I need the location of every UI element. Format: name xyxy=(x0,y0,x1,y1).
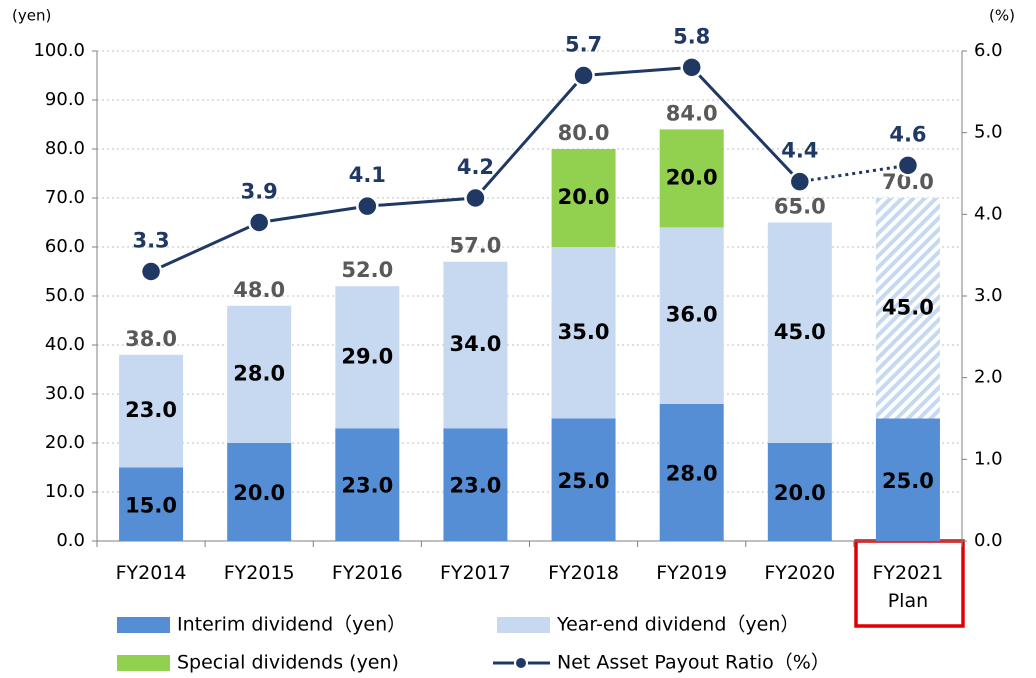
bar-segment xyxy=(443,428,508,541)
bar-segment xyxy=(119,354,184,468)
total-label: 80.0 xyxy=(558,121,610,145)
bar-segment xyxy=(875,198,940,419)
ratio-marker xyxy=(788,170,812,193)
y2-tick-label: 4.0 xyxy=(974,203,1003,224)
value-label: 36.0 xyxy=(666,303,718,327)
x-tick-label: FY2019 xyxy=(656,562,728,584)
x-tick-label: FY2017 xyxy=(439,562,511,584)
x-tick-label: FY2020 xyxy=(764,562,836,584)
total-label: 65.0 xyxy=(774,195,826,219)
value-label: 20.0 xyxy=(558,185,610,209)
bar-segment xyxy=(551,247,616,419)
y-tick-label: 70.0 xyxy=(45,187,85,208)
ratio-marker xyxy=(356,194,379,218)
y2-tick-label: 0.0 xyxy=(974,530,1003,551)
bar-segment xyxy=(335,286,400,429)
legend-swatch xyxy=(497,617,550,633)
ratio-label: 3.9 xyxy=(241,180,278,204)
value-label: 25.0 xyxy=(558,469,610,493)
legend-label: Special dividends (yen) xyxy=(177,652,399,674)
ratio-label: 3.3 xyxy=(132,229,169,253)
value-label: 15.0 xyxy=(125,493,177,517)
y2-tick-label: 2.0 xyxy=(974,367,1003,388)
value-label: 45.0 xyxy=(882,295,934,319)
value-label: 35.0 xyxy=(558,320,610,344)
value-label: 28.0 xyxy=(666,461,718,485)
value-label: 34.0 xyxy=(450,332,502,356)
legend-marker xyxy=(514,656,528,670)
y-tick-label: 50.0 xyxy=(45,285,85,306)
total-label: 38.0 xyxy=(125,327,177,351)
x-tick-label: FY2018 xyxy=(548,562,619,584)
y2-tick-label: 5.0 xyxy=(974,122,1003,143)
bar-segment xyxy=(227,305,292,443)
bar-segment xyxy=(227,443,292,541)
bar-segment xyxy=(119,467,184,541)
total-label: 52.0 xyxy=(341,258,393,282)
value-label: 29.0 xyxy=(341,344,393,368)
y-tick-label: 20.0 xyxy=(45,432,85,453)
ratio-label: 5.8 xyxy=(673,24,710,48)
legend-swatch xyxy=(117,617,170,633)
y2-axis-label: (%) xyxy=(989,7,1015,25)
y-tick-label: 10.0 xyxy=(45,481,85,502)
y-tick-label: 60.0 xyxy=(45,236,85,257)
y2-tick-label: 6.0 xyxy=(974,40,1003,61)
ratio-marker xyxy=(247,211,271,234)
value-label: 23.0 xyxy=(450,474,502,498)
legend-swatch xyxy=(117,655,170,671)
x-tick-label: FY2014 xyxy=(115,562,187,584)
total-label: 48.0 xyxy=(233,278,285,302)
ratio-marker xyxy=(896,154,920,177)
legend-label: Year-end dividend（yen） xyxy=(556,614,799,636)
bar-segment xyxy=(659,129,724,228)
bar-segment xyxy=(551,418,616,541)
value-label: 28.0 xyxy=(233,361,285,385)
legend-label: Interim dividend（yen） xyxy=(177,614,406,636)
value-label: 20.0 xyxy=(666,165,718,189)
bar-segment xyxy=(443,261,508,429)
x-tick-label: FY2015 xyxy=(223,562,295,584)
ratio-marker xyxy=(464,186,487,210)
bar-segment xyxy=(659,227,724,404)
value-label: 25.0 xyxy=(882,469,934,493)
x-tick-label: FY2021 Plan xyxy=(872,562,944,612)
ratio-marker xyxy=(139,260,163,283)
y-tick-label: 80.0 xyxy=(45,138,85,159)
bar-segment xyxy=(335,428,400,541)
ratio-label: 4.6 xyxy=(889,122,926,146)
bar-segment xyxy=(767,222,832,443)
legend-label: Net Asset Payout Ratio（%） xyxy=(557,652,830,674)
total-label: 57.0 xyxy=(450,234,502,258)
ratio-marker xyxy=(572,64,595,87)
x-tick-label: FY2016 xyxy=(331,562,403,584)
ratio-label: 4.1 xyxy=(349,163,386,187)
total-label: 84.0 xyxy=(666,101,718,125)
y-tick-label: 0.0 xyxy=(56,530,85,551)
bar-segment xyxy=(875,418,940,541)
bar-segment xyxy=(767,443,832,541)
y-tick-label: 90.0 xyxy=(45,89,85,110)
ratio-label: 5.7 xyxy=(565,33,602,57)
ratio-label: 4.4 xyxy=(781,139,818,163)
value-label: 45.0 xyxy=(774,320,826,344)
y-tick-label: 40.0 xyxy=(45,334,85,355)
y-tick-label: 100.0 xyxy=(33,40,85,61)
y-tick-label: 30.0 xyxy=(45,383,85,404)
value-label: 20.0 xyxy=(774,481,826,505)
ratio-marker xyxy=(680,56,703,79)
y2-tick-label: 1.0 xyxy=(974,448,1003,469)
value-label: 23.0 xyxy=(125,398,177,422)
bar-segment xyxy=(659,403,724,541)
y2-tick-label: 3.0 xyxy=(974,285,1003,306)
ratio-line xyxy=(150,65,909,273)
ratio-label: 4.2 xyxy=(457,155,494,179)
value-label: 23.0 xyxy=(341,474,393,498)
y-axis-label: (yen) xyxy=(12,7,51,25)
value-label: 20.0 xyxy=(233,481,285,505)
bar-segment xyxy=(551,149,616,247)
